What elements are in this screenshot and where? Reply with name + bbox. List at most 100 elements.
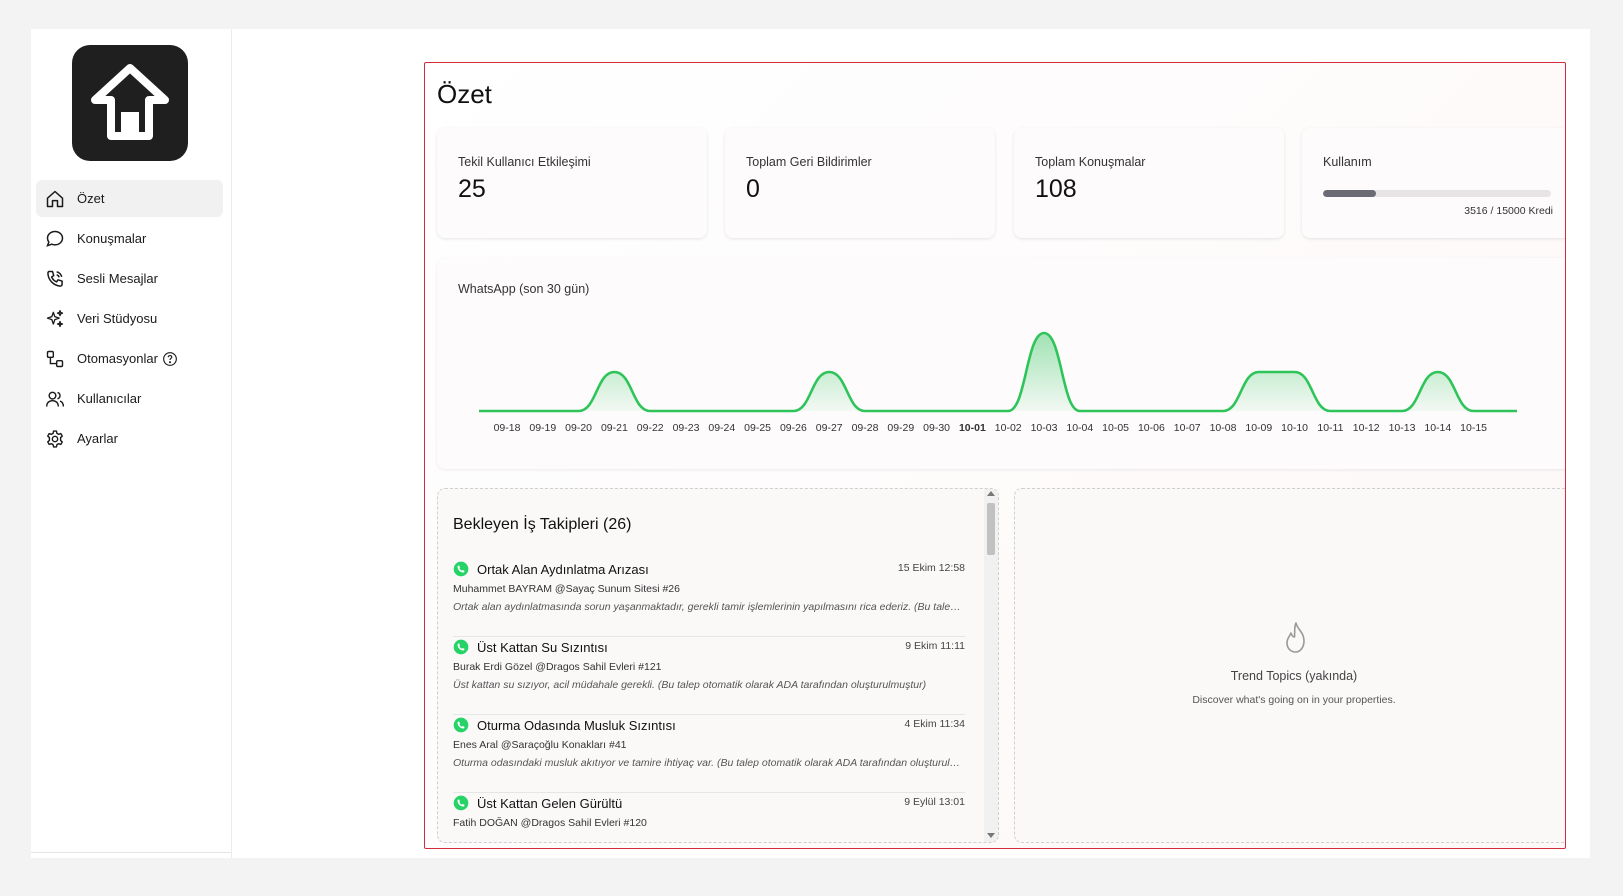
chart-point[interactable]: [648, 409, 652, 413]
chart-tick-label: 10-03: [1031, 422, 1058, 434]
chart-point[interactable]: [541, 409, 545, 413]
task-meta: Burak Erdi Gözel @Dragos Sahil Evleri #1…: [453, 661, 662, 673]
chart-tick-label: 09-24: [708, 422, 735, 434]
chart-tick-label: 10-05: [1102, 422, 1129, 434]
whatsapp-chart: 09-18 09-19 09-20 09-21 09-22 09-23 09-24 09-25…: [479, 331, 1517, 434]
scroll-up-icon[interactable]: [987, 491, 995, 496]
chart-point[interactable]: [1400, 409, 1404, 413]
task-item[interactable]: Üst Kattan Su Sızıntısı 9 Ekim 11:11 Bur…: [453, 637, 965, 715]
chart-point[interactable]: [1078, 409, 1082, 413]
chat-bubble-icon: [44, 228, 66, 250]
chart-point[interactable]: [935, 409, 939, 413]
task-title: Ortak Alan Aydınlatma Arızası: [477, 561, 649, 577]
chart-tick-label: 09-28: [852, 422, 879, 434]
stat-card-conversations: Toplam Konuşmalar 108: [1014, 128, 1284, 238]
chart-tick-label: 10-13: [1389, 422, 1416, 434]
whatsapp-icon: [453, 717, 469, 733]
task-meta: Enes Aral @Saraçoğlu Konakları #41: [453, 739, 627, 751]
chart-tick-label: 10-06: [1138, 422, 1165, 434]
usage-progress-bar: [1323, 190, 1551, 197]
task-title: Üst Kattan Su Sızıntısı: [477, 639, 608, 655]
home-icon: [44, 188, 66, 210]
whatsapp-icon: [453, 561, 469, 577]
sidebar-item-ayarlar[interactable]: Ayarlar: [36, 420, 223, 457]
stat-value: 108: [1035, 175, 1077, 203]
chart-point[interactable]: [756, 409, 760, 413]
chart-tick-label: 10-11: [1317, 422, 1343, 434]
pending-tasks-panel[interactable]: Bekleyen İş Takipleri (26) Ortak Alan Ay…: [437, 488, 999, 843]
chart-point[interactable]: [970, 409, 974, 413]
task-title: Üst Kattan Gelen Gürültü: [477, 795, 623, 811]
sidebar-item-otomasyonlar[interactable]: Otomasyonlar: [36, 340, 223, 377]
scroll-thumb[interactable]: [987, 503, 995, 555]
chart-point[interactable]: [1328, 409, 1332, 413]
chart-point[interactable]: [684, 409, 688, 413]
home-arrow-logo-icon[interactable]: [72, 45, 188, 161]
task-meta: Muhammet BAYRAM @Sayaç Sunum Sitesi #26: [453, 583, 680, 595]
stat-value: 0: [746, 175, 760, 203]
stat-label: Toplam Konuşmalar: [1035, 155, 1146, 169]
task-title: Oturma Odasında Musluk Sızıntısı: [477, 717, 676, 733]
chart-tick-label: 09-19: [529, 422, 556, 434]
chart-point[interactable]: [1185, 409, 1189, 413]
chart-tick-label: 09-18: [494, 422, 521, 434]
chart-tick-label: 10-07: [1174, 422, 1201, 434]
chart-point[interactable]: [1042, 331, 1046, 335]
workflow-icon: [44, 348, 66, 370]
sidebar: Özet Konuşmalar Sesli Mesajlar Veri Stüd…: [31, 29, 232, 858]
sidebar-item-ozet[interactable]: Özet: [36, 180, 223, 217]
stat-card-unique-users: Tekil Kullanıcı Etkileşimi 25: [437, 128, 707, 238]
task-description: Üst kattan su sızıyor, acil müdahale ger…: [453, 679, 927, 691]
whatsapp-icon: [453, 639, 469, 655]
task-item[interactable]: Üst Kattan Gelen Gürültü 9 Eylül 13:01 F…: [453, 793, 965, 842]
task-item[interactable]: Oturma Odasında Musluk Sızıntısı 4 Ekim …: [453, 715, 965, 793]
chart-tick-label: 09-21: [601, 422, 628, 434]
sidebar-item-kullanicilar[interactable]: Kullanıcılar: [36, 380, 223, 417]
chart-point[interactable]: [1221, 409, 1225, 413]
sidebar-item-sesli-mesajlar[interactable]: Sesli Mesajlar: [36, 260, 223, 297]
chart-tick-label: 10-12: [1353, 422, 1380, 434]
stat-card-usage: Kullanım 3516 / 15000 Kredi: [1302, 128, 1565, 238]
task-list: Ortak Alan Aydınlatma Arızası 15 Ekim 12…: [453, 559, 965, 842]
chart-point[interactable]: [577, 409, 581, 413]
chart-point[interactable]: [1472, 409, 1476, 413]
chart-series-line: [479, 331, 1517, 413]
sidebar-item-veri-studyosu[interactable]: Veri Stüdyosu: [36, 300, 223, 337]
chart-tick-label: 10-01: [959, 422, 986, 434]
chart-point[interactable]: [1436, 370, 1440, 374]
chart-point[interactable]: [1006, 409, 1010, 413]
chart-point[interactable]: [1149, 409, 1153, 413]
task-meta: Fatih DOĞAN @Dragos Sahil Evleri #120: [453, 817, 647, 829]
trend-title: Trend Topics (yakında): [1230, 669, 1358, 683]
chart-tick-label: 10-14: [1424, 422, 1451, 434]
chart-point[interactable]: [1257, 370, 1261, 374]
chart-point[interactable]: [505, 409, 509, 413]
gear-icon: [44, 428, 66, 450]
chart-point[interactable]: [720, 409, 724, 413]
question-circle-icon[interactable]: [162, 351, 178, 367]
stat-card-feedback: Toplam Geri Bildirimler 0: [725, 128, 995, 238]
usage-progress-fill: [1323, 190, 1377, 197]
task-description: Ortak alan aydınlatmasında sorun yaşanma…: [453, 601, 965, 613]
sidebar-nav: Özet Konuşmalar Sesli Mesajlar Veri Stüd…: [36, 180, 223, 460]
chart-tick-label: 09-25: [744, 422, 771, 434]
tasks-scrollbar[interactable]: [984, 489, 998, 842]
sidebar-item-konusmalar[interactable]: Konuşmalar: [36, 220, 223, 257]
chart-point[interactable]: [863, 409, 867, 413]
usage-text: 3516 / 15000 Kredi: [1464, 205, 1553, 217]
chart-point[interactable]: [791, 409, 795, 413]
chart-point[interactable]: [899, 409, 903, 413]
phone-icon: [44, 268, 66, 290]
chart-point[interactable]: [827, 370, 831, 374]
stat-value: 25: [458, 175, 486, 203]
scroll-down-icon[interactable]: [987, 833, 995, 838]
chart-point[interactable]: [1114, 409, 1118, 413]
chart-point[interactable]: [1293, 370, 1297, 374]
stat-label: Toplam Geri Bildirimler: [746, 155, 872, 169]
chart-tick-label: 09-26: [780, 422, 807, 434]
task-item[interactable]: Ortak Alan Aydınlatma Arızası 15 Ekim 12…: [453, 559, 965, 637]
chart-point[interactable]: [1364, 409, 1368, 413]
chart-tick-label: 09-22: [637, 422, 664, 434]
trend-subtitle: Discover what's going on in your propert…: [1192, 694, 1396, 706]
chart-point[interactable]: [612, 370, 616, 374]
